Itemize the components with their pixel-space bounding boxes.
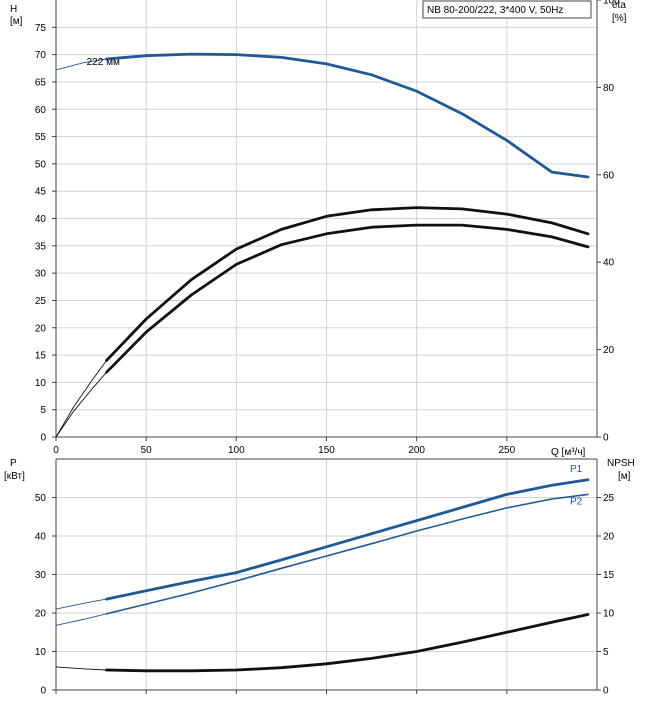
top-series-1-extension: [55, 360, 107, 438]
eta-axis-name: eta: [612, 0, 626, 11]
top-right-tick-label: 0: [603, 433, 609, 444]
bottom-left-tick-label: 30: [35, 570, 47, 581]
top-left-tick-label: 30: [35, 269, 47, 280]
bottom-right-tick-label: 0: [603, 686, 609, 697]
series-p2-extension: [55, 613, 107, 626]
bottom-left-tick-label: 20: [35, 609, 47, 620]
top-series-2-extension: [55, 372, 107, 438]
top-left-tick-label: 70: [35, 50, 47, 61]
head-axis-name: H: [10, 4, 17, 15]
bottom-left-tick-label: 10: [35, 647, 47, 658]
bottom-series-2-extension: [55, 666, 107, 671]
bottom-right-tick-label: 15: [603, 570, 615, 581]
model-label-text: NB 80-200/222, 3*400 V, 50Hz: [427, 5, 563, 16]
top-right-tick-label: 100: [603, 0, 620, 7]
top-left-tick-label: 25: [35, 296, 47, 307]
bottom-series-2-line: [105, 613, 590, 673]
top-left-tick-label: 20: [35, 323, 47, 334]
top-x-tick-label: 150: [318, 445, 335, 456]
top-x-tick-label: 0: [53, 445, 59, 456]
eta-axis-unit: [%]: [612, 13, 627, 24]
top-left-tick-label: 0: [40, 433, 46, 444]
top-x-tick-label: 200: [408, 445, 425, 456]
series-222-мм-line: [105, 52, 590, 179]
head-axis-unit: [м]: [10, 16, 23, 27]
top-right-tick-label: 80: [603, 83, 615, 94]
series-p2-label: P2: [570, 496, 583, 507]
top-chart-grid: [56, 0, 597, 437]
series-222-мм-extension: [55, 58, 107, 71]
bottom-left-tick-label: 40: [35, 532, 47, 543]
model-label: NB 80-200/222, 3*400 V, 50Hz: [422, 0, 592, 19]
series-222-мм-label: 222 мм: [87, 57, 120, 68]
power-axis-name: P: [10, 458, 17, 469]
top-x-tick-label: 250: [498, 445, 515, 456]
model-label-box: [422, 0, 592, 19]
top-left-tick-label: 45: [35, 187, 47, 198]
top-left-tick-label: 5: [40, 405, 46, 416]
bottom-left-tick-label: 0: [40, 686, 46, 697]
top-left-tick-label: 15: [35, 351, 47, 362]
chart-series: 222 мм P1 P2: [55, 52, 590, 673]
bottom-left-tick-label: 50: [35, 493, 47, 504]
top-series-1-line: [105, 206, 590, 362]
top-right-tick-label: 60: [603, 170, 615, 181]
top-left-tick-label: 60: [35, 105, 47, 116]
top-x-tick-label: 50: [141, 445, 153, 456]
series-p2-line: [105, 493, 589, 615]
top-series-2-line: [105, 223, 590, 374]
bottom-right-tick-label: 10: [603, 609, 615, 620]
bottom-right-tick-label: 5: [603, 647, 609, 658]
top-left-tick-label: 75: [35, 23, 47, 34]
bottom-right-tick-label: 20: [603, 532, 615, 543]
top-left-tick-label: 50: [35, 159, 47, 170]
bottom-chart-grid: [56, 459, 597, 690]
npsh-axis-name: NPSH: [607, 458, 635, 469]
top-right-tick-label: 20: [603, 345, 615, 356]
top-left-tick-label: 35: [35, 241, 47, 252]
series-p1-extension: [55, 598, 107, 610]
power-axis-unit: [кВт]: [4, 471, 25, 482]
chart-tick-labels: 0510152025303540455055606570750204060801…: [35, 0, 620, 697]
top-x-tick-label: 100: [228, 445, 245, 456]
bottom-right-tick-label: 25: [603, 493, 615, 504]
series-p1-line: [105, 478, 590, 601]
flow-axis-label: Q [м³/ч]: [551, 447, 586, 458]
top-left-tick-label: 65: [35, 77, 47, 88]
npsh-axis-unit: [м]: [618, 471, 631, 482]
top-left-tick-label: 40: [35, 214, 47, 225]
series-p1-label: P1: [570, 464, 583, 475]
top-right-tick-label: 40: [603, 258, 615, 269]
top-left-tick-label: 55: [35, 132, 47, 143]
top-left-tick-label: 10: [35, 378, 47, 389]
